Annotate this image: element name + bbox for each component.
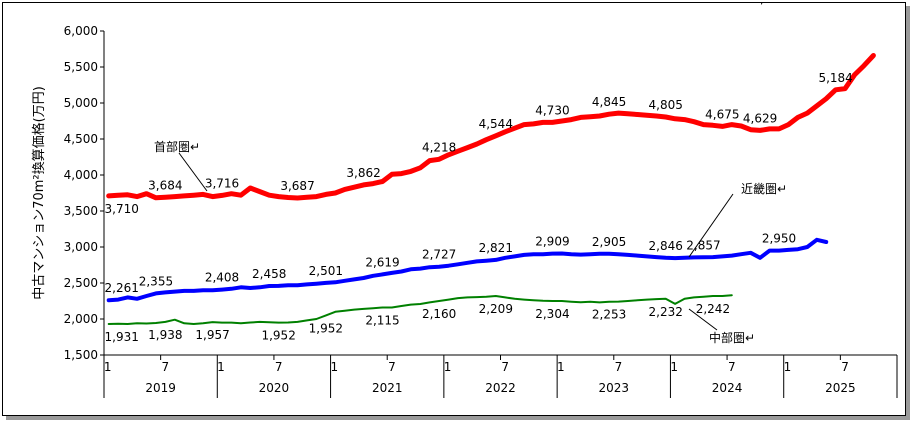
x-tick-label: 7 <box>841 360 849 374</box>
x-year-label: 2020 <box>259 381 290 395</box>
x-tick-label: 7 <box>615 360 623 374</box>
x-tick-label: 1 <box>104 360 112 374</box>
data-label: 2,232 <box>649 305 683 319</box>
x-tick-label: 7 <box>162 360 170 374</box>
data-label: 2,905 <box>592 235 626 249</box>
data-label: 2,160 <box>422 307 456 321</box>
x-year-label: 2019 <box>145 381 176 395</box>
line-chart: 1,500 2,000 2,500 3,000 3,500 4,000 4,500 5,000… <box>31 3 898 398</box>
region-leader-shutoken <box>178 152 208 192</box>
x-tick-label: 7 <box>275 360 283 374</box>
data-label: 1,952 <box>261 329 295 343</box>
x-tick-label: 7 <box>728 360 736 374</box>
x-tick-label: 1 <box>330 360 338 374</box>
y-tick-label: 4,500 <box>64 132 98 146</box>
y-tick-label: 5,000 <box>64 96 98 110</box>
chart-frame: 1,500 2,000 2,500 3,000 3,500 4,000 4,500 5,000… <box>2 2 906 416</box>
x-tick-label: 7 <box>388 360 396 374</box>
y-tick-label: 1,500 <box>64 348 98 362</box>
data-label: 4,845 <box>592 95 626 109</box>
x-year-label: 2021 <box>372 381 403 395</box>
region-leader-kinki <box>688 193 734 258</box>
axes: 1,500 2,000 2,500 3,000 3,500 4,000 4,500 5,000… <box>64 24 898 398</box>
data-label: 2,304 <box>535 307 569 321</box>
y-tick-label: 2,000 <box>64 312 98 326</box>
data-label: 1,938 <box>148 328 182 342</box>
data-label: 2,355 <box>139 274 173 288</box>
x-year-label: 2025 <box>825 381 856 395</box>
data-label: 3,862 <box>346 166 380 180</box>
data-label: 3,710 <box>105 202 139 216</box>
data-label: 2,619 <box>365 255 399 269</box>
data-label: 2,727 <box>422 248 456 262</box>
data-label: 2,276 <box>752 3 786 6</box>
y-tick-label: 5,500 <box>64 60 98 74</box>
series-line-chubu <box>107 294 733 325</box>
y-tick-label: 3,500 <box>64 204 98 218</box>
data-label: 4,675 <box>705 107 739 121</box>
data-label: 3,716 <box>205 176 239 190</box>
data-label: 2,501 <box>309 264 343 278</box>
region-label-kinki: 近畿圏↵ <box>741 182 787 196</box>
x-year-label: 2024 <box>712 381 743 395</box>
y-tick-label: 4,000 <box>64 168 98 182</box>
data-label: 2,253 <box>592 308 626 322</box>
x-year-label: 2023 <box>599 381 630 395</box>
data-label: 1,957 <box>195 328 229 342</box>
x-tick-label: 1 <box>784 360 792 374</box>
data-label: 4,805 <box>649 98 683 112</box>
data-label: 1,952 <box>309 321 343 335</box>
y-tick-label: 6,000 <box>64 24 98 38</box>
region-labels: 首部圏↵ 近畿圏↵ 中部圏↵ <box>154 139 787 345</box>
data-label: 4,730 <box>535 103 569 117</box>
data-label: 2,115 <box>365 313 399 327</box>
data-label: 2,950 <box>762 232 796 246</box>
region-label-shutoken: 首部圏↵ <box>154 139 200 154</box>
data-label: 2,408 <box>205 271 239 285</box>
data-label: 5,184 <box>818 71 852 85</box>
y-tick-label: 3,000 <box>64 240 98 254</box>
data-label: 2,909 <box>535 235 569 249</box>
x-tick-label: 1 <box>444 360 452 374</box>
x-year-label: 2022 <box>485 381 516 395</box>
x-tick-label: 7 <box>501 360 509 374</box>
series-line-shutoken <box>106 53 876 201</box>
data-label: 4,629 <box>743 111 777 125</box>
data-label: 2,846 <box>649 239 683 253</box>
x-tick-label: 1 <box>670 360 678 374</box>
data-label: 3,684 <box>148 178 182 192</box>
data-label: 4,544 <box>479 117 513 131</box>
y-tick-label: 2,500 <box>64 276 98 290</box>
series-layer <box>106 53 876 325</box>
data-label: 2,458 <box>252 267 286 281</box>
region-leader-chubu <box>688 308 718 331</box>
series-line-kinki <box>106 237 829 303</box>
data-label: 2,242 <box>696 302 730 316</box>
x-tick-label: 1 <box>557 360 565 374</box>
data-label: 3,687 <box>280 179 314 193</box>
x-tick-label: 1 <box>217 360 225 374</box>
data-label: 1,931 <box>105 330 139 344</box>
data-label: 2,261 <box>105 281 139 295</box>
data-label: 2,821 <box>479 241 513 255</box>
data-label: 4,218 <box>422 140 456 154</box>
data-label: 2,857 <box>686 238 720 252</box>
y-axis-label: 中古マンション70m²換算価格(万円) <box>31 86 47 300</box>
data-labels: 3,710 3,684 3,716 3,687 3,862 4,218 4,544 4,730… <box>105 3 853 344</box>
data-label: 2,209 <box>479 302 513 316</box>
region-label-chubu: 中部圏↵ <box>709 330 755 345</box>
